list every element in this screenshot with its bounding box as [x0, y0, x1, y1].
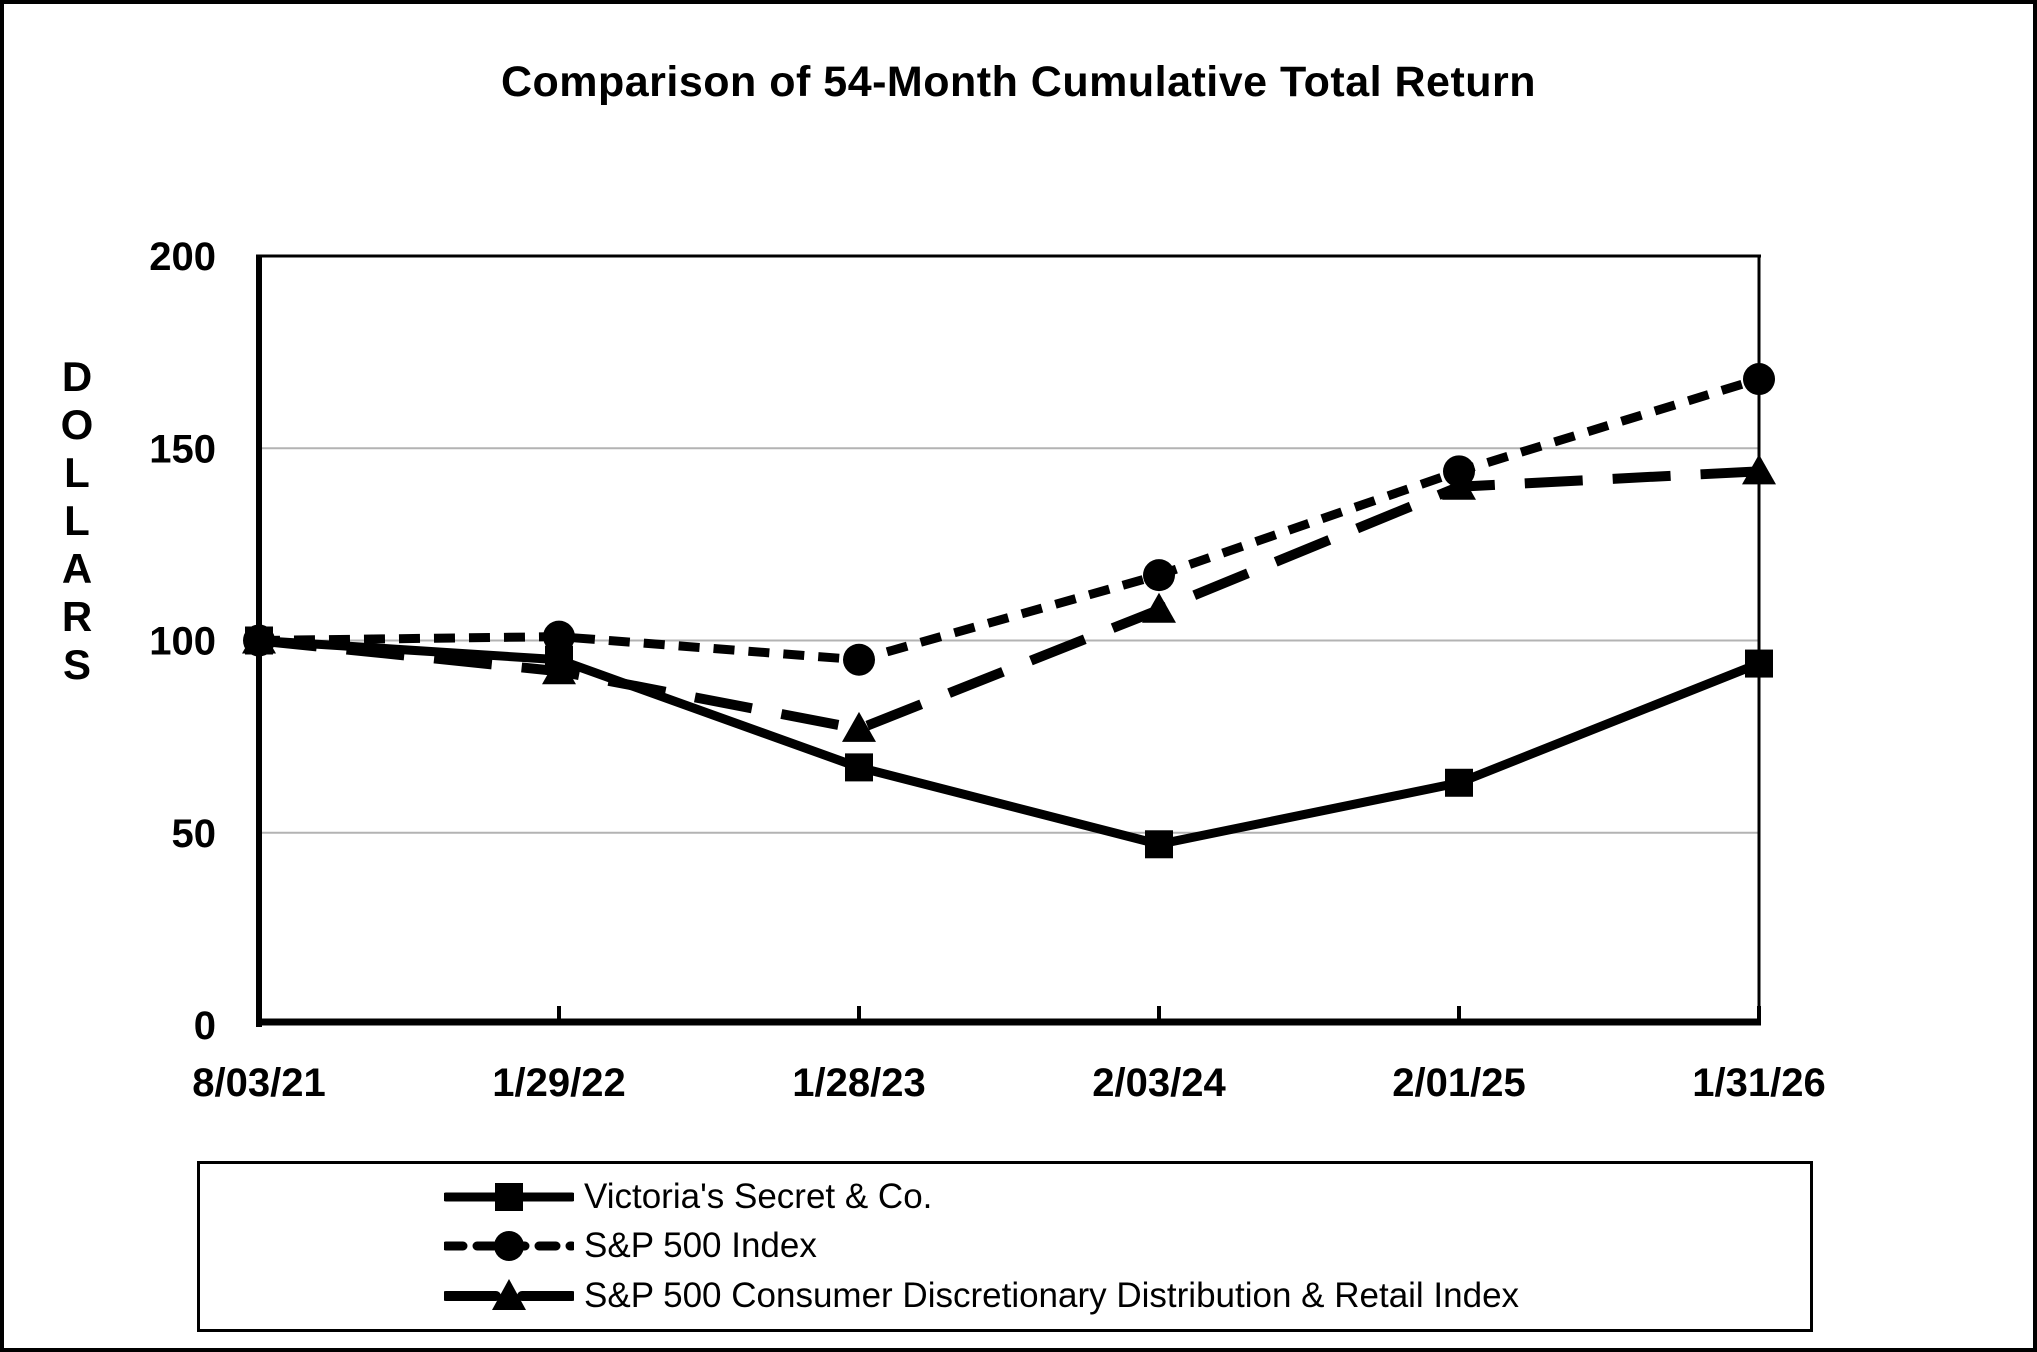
y-axis-label-letter: S — [62, 641, 91, 688]
circle-data-marker — [1743, 363, 1775, 396]
square-data-marker — [545, 645, 573, 674]
x-tick-label: 2/01/25 — [1392, 1061, 1525, 1105]
square-data-marker — [1445, 768, 1473, 797]
y-axis-label-letter: L — [64, 497, 90, 544]
solid-line-square-marker-icon — [444, 1182, 574, 1211]
circle-data-marker — [1143, 559, 1175, 592]
line-chart-plot-area: 0 50 100 150 200 8/03/21 1/29/22 1/28/23 2/03/24… — [149, 235, 1825, 1105]
y-tick-label: 150 — [149, 427, 216, 471]
legend-label: Victoria's Secret & Co. — [584, 1176, 933, 1216]
y-axis-label-letter: A — [61, 545, 93, 592]
circle-data-marker — [843, 643, 875, 676]
triangle-data-marker — [842, 711, 876, 742]
square-data-marker — [845, 753, 873, 782]
y-tick-label: 50 — [172, 812, 217, 856]
y-axis-label-letter: L — [64, 449, 90, 496]
series-line-1 — [258, 374, 1761, 665]
x-tick-label: 1/31/26 — [1692, 1061, 1825, 1105]
x-tick-label: 1/28/23 — [792, 1061, 925, 1105]
y-axis-label-letter: D — [61, 353, 93, 400]
legend-item-sp500: S&P 500 Index — [444, 1226, 1800, 1266]
y-tick-label: 200 — [149, 235, 216, 279]
y-axis-label-letter: O — [60, 401, 94, 448]
dashed-line-circle-marker-icon — [444, 1231, 574, 1262]
square-data-marker — [1745, 649, 1773, 678]
legend-item-sp500-consumer-discretionary: S&P 500 Consumer Discretionary Distribut… — [444, 1276, 1800, 1316]
y-tick-label: 100 — [149, 620, 216, 664]
circle-data-marker — [543, 620, 575, 653]
longdash-line-triangle-marker-icon — [444, 1279, 574, 1311]
legend-item-victorias-secret: Victoria's Secret & Co. — [444, 1177, 1800, 1217]
x-tick-label: 8/03/21 — [192, 1061, 325, 1105]
legend-box: Victoria's Secret & Co. S&P 500 Index S&… — [197, 1161, 1813, 1332]
square-data-marker — [1145, 830, 1173, 859]
chart-title: Comparison of 54-Month Cumulative Total … — [500, 58, 1537, 106]
series-line-0 — [258, 636, 1761, 849]
triangle-data-marker — [1142, 592, 1176, 623]
y-axis-label-letter: R — [61, 593, 93, 640]
series-line-2 — [258, 466, 1760, 735]
legend-label: S&P 500 Consumer Discretionary Distribut… — [584, 1276, 1520, 1316]
x-tick-label: 2/03/24 — [1092, 1061, 1226, 1105]
square-data-marker — [245, 626, 273, 655]
legend-label: S&P 500 Index — [584, 1226, 817, 1266]
triangle-data-marker — [1742, 454, 1776, 485]
x-tick-label: 1/29/22 — [492, 1061, 625, 1105]
circle-data-marker — [1443, 455, 1475, 488]
y-tick-label: 0 — [194, 1004, 216, 1048]
